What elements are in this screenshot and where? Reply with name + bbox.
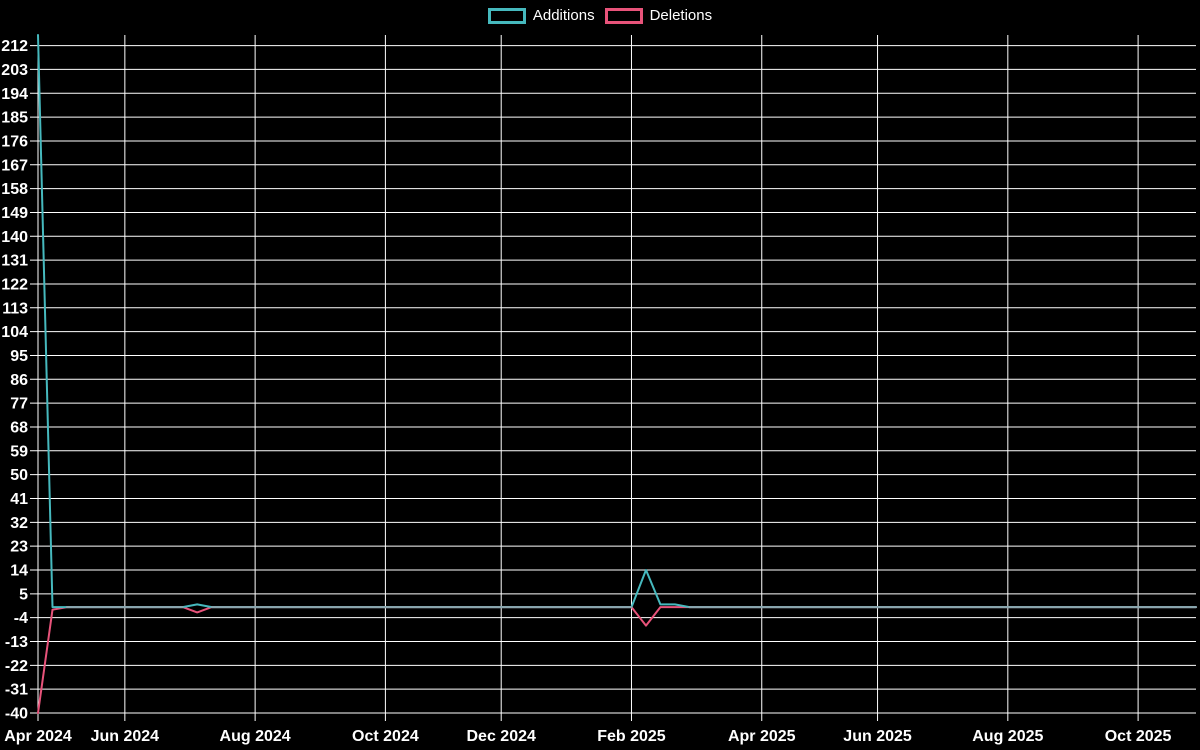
x-tick-label: Aug 2025	[972, 728, 1043, 745]
y-tick-label: 212	[1, 38, 28, 55]
y-tick-label: 41	[10, 491, 28, 508]
y-tick-label: 194	[1, 86, 28, 103]
y-tick-label: 176	[1, 133, 28, 150]
y-tick-label: 32	[10, 515, 28, 532]
y-tick-label: -31	[5, 682, 28, 699]
deletions-swatch-icon	[604, 8, 643, 24]
y-tick-label: 158	[1, 181, 28, 198]
y-tick-label: -22	[5, 658, 28, 675]
y-tick-label: 77	[10, 396, 28, 413]
x-tick-label: Jun 2025	[843, 728, 912, 745]
y-tick-label: -13	[5, 634, 28, 651]
y-tick-label: 167	[1, 157, 28, 174]
x-tick-label: Apr 2024	[4, 728, 72, 745]
y-tick-label: 23	[10, 539, 28, 556]
y-tick-label: 149	[1, 205, 28, 222]
y-tick-label: 122	[1, 276, 28, 293]
additions-swatch-icon	[487, 8, 526, 24]
y-tick-label: 203	[1, 62, 28, 79]
y-tick-label: 113	[2, 300, 28, 317]
y-tick-label: 131	[1, 253, 28, 270]
y-tick-label: -4	[14, 610, 28, 627]
y-tick-label: 68	[10, 419, 28, 436]
x-tick-label: Feb 2025	[597, 728, 666, 745]
y-tick-label: 185	[1, 110, 28, 127]
legend-item-additions[interactable]: Additions	[487, 7, 595, 25]
legend-label-additions: Additions	[532, 7, 595, 24]
y-tick-label: 86	[10, 372, 28, 389]
y-tick-label: 14	[10, 562, 28, 579]
chart-legend: Additions Deletions	[0, 7, 1200, 25]
x-tick-label: Apr 2025	[728, 728, 796, 745]
additions-line	[37, 34, 1197, 609]
deletions-line	[37, 606, 1197, 714]
legend-item-deletions[interactable]: Deletions	[604, 7, 713, 25]
y-tick-label: -40	[5, 706, 28, 723]
y-tick-label: 50	[10, 467, 28, 484]
y-tick-label: 59	[10, 443, 28, 460]
x-tick-label: Oct 2025	[1105, 728, 1172, 745]
legend-label-deletions: Deletions	[649, 7, 713, 24]
y-tick-label: 104	[1, 324, 28, 341]
y-tick-label: 140	[1, 229, 28, 246]
y-tick-label: 5	[19, 586, 28, 603]
x-tick-label: Jun 2024	[91, 728, 160, 745]
y-tick-label: 95	[10, 348, 28, 365]
x-tick-label: Dec 2024	[467, 728, 536, 745]
x-tick-label: Oct 2024	[352, 728, 419, 745]
x-tick-label: Aug 2024	[220, 728, 291, 745]
